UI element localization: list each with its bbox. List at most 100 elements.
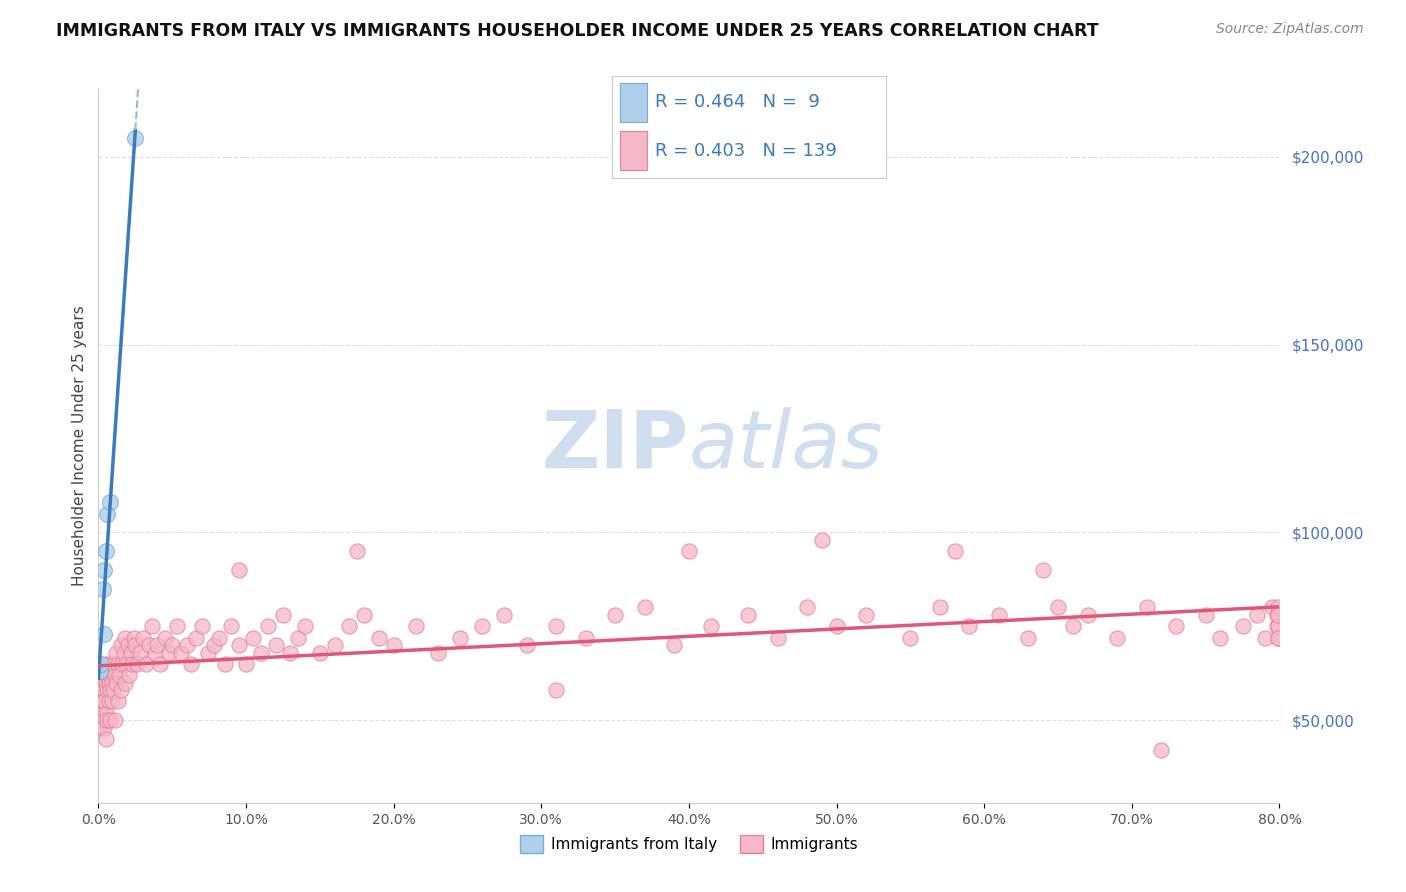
Point: [664, 638, 686, 652]
Point: [91, 694, 114, 708]
Point: [737, 607, 759, 622]
Point: [118, 668, 141, 682]
Point: [111, 657, 134, 671]
Point: [1209, 631, 1232, 645]
Point: [98, 683, 121, 698]
Bar: [620, 83, 647, 122]
Text: R = 0.403   N = 139: R = 0.403 N = 139: [655, 142, 838, 160]
Point: [257, 619, 280, 633]
Point: [115, 657, 138, 671]
Point: [138, 638, 160, 652]
Point: [153, 631, 176, 645]
Point: [90, 668, 112, 682]
Point: [959, 619, 981, 633]
Point: [103, 657, 125, 671]
Point: [125, 657, 148, 671]
Point: [100, 675, 122, 690]
Point: [405, 619, 427, 633]
Point: [89, 665, 111, 679]
Point: [1195, 607, 1218, 622]
Point: [546, 619, 568, 633]
Point: [1267, 619, 1289, 633]
Point: [117, 638, 139, 652]
Point: [353, 607, 375, 622]
Point: [1267, 631, 1289, 645]
Point: [108, 668, 131, 682]
Point: [94, 731, 117, 746]
Point: [176, 638, 198, 652]
Point: [93, 627, 115, 641]
Point: [1246, 607, 1268, 622]
Point: [141, 619, 163, 633]
Point: [287, 631, 309, 645]
Point: [900, 631, 922, 645]
Point: [221, 619, 243, 633]
Y-axis label: Householder Income Under 25 years: Householder Income Under 25 years: [72, 306, 87, 586]
Point: [810, 533, 832, 547]
Point: [449, 631, 471, 645]
Point: [157, 646, 180, 660]
Point: [98, 713, 121, 727]
Point: [89, 721, 111, 735]
Point: [104, 668, 127, 682]
Point: [250, 646, 273, 660]
Point: [146, 638, 169, 652]
Point: [427, 646, 450, 660]
Point: [94, 675, 117, 690]
Point: [197, 646, 219, 660]
Point: [796, 600, 818, 615]
Point: [128, 646, 150, 660]
Point: [107, 694, 129, 708]
Point: [1232, 619, 1254, 633]
Text: IMMIGRANTS FROM ITALY VS IMMIGRANTS HOUSEHOLDER INCOME UNDER 25 YEARS CORRELATIO: IMMIGRANTS FROM ITALY VS IMMIGRANTS HOUS…: [56, 22, 1099, 40]
Point: [110, 683, 132, 698]
Point: [135, 657, 157, 671]
Point: [96, 713, 118, 727]
Point: [700, 619, 723, 633]
Point: [184, 631, 207, 645]
Point: [132, 631, 155, 645]
Point: [100, 694, 122, 708]
Point: [94, 706, 117, 720]
Point: [1062, 619, 1084, 633]
Point: [94, 657, 117, 671]
Point: [149, 657, 172, 671]
Point: [1018, 631, 1040, 645]
Bar: [620, 131, 647, 170]
Point: [855, 607, 877, 622]
Point: [1166, 619, 1188, 633]
Point: [110, 638, 132, 652]
Point: [766, 631, 789, 645]
Point: [122, 631, 145, 645]
Point: [294, 619, 316, 633]
Point: [494, 607, 516, 622]
Point: [208, 631, 231, 645]
Point: [1267, 600, 1289, 615]
Point: [929, 600, 952, 615]
Point: [242, 631, 264, 645]
Point: [235, 657, 257, 671]
Point: [97, 675, 120, 690]
Point: [1032, 563, 1054, 577]
Point: [166, 619, 188, 633]
Point: [346, 544, 368, 558]
Point: [124, 638, 146, 652]
Point: [264, 638, 287, 652]
Point: [162, 638, 183, 652]
Point: [634, 600, 657, 615]
Point: [1261, 600, 1284, 615]
Point: [1254, 631, 1277, 645]
Point: [1265, 619, 1288, 633]
Point: [105, 646, 128, 660]
Point: [943, 544, 966, 558]
Point: [605, 607, 627, 622]
Point: [228, 638, 250, 652]
Point: [93, 694, 115, 708]
Point: [120, 646, 142, 660]
Point: [191, 619, 214, 633]
Point: [103, 683, 125, 698]
Point: [94, 544, 117, 558]
Text: atlas: atlas: [689, 407, 884, 485]
Point: [89, 694, 111, 708]
Point: [368, 631, 391, 645]
